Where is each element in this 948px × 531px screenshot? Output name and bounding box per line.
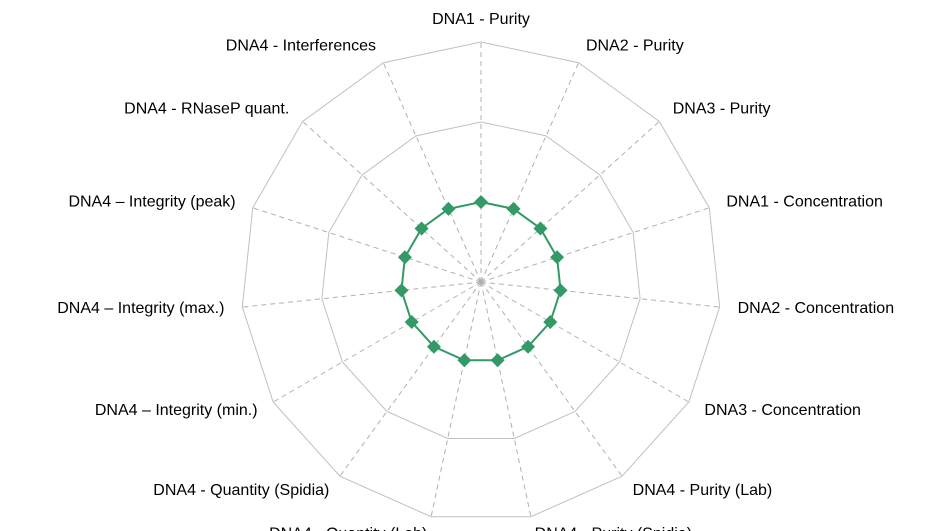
category-label: DNA4 - Interferences xyxy=(226,38,376,55)
data-marker xyxy=(521,339,536,354)
category-label: DNA4 - RNaseP quant. xyxy=(124,101,289,118)
category-label: DNA2 - Purity xyxy=(586,38,684,55)
axis-spoke xyxy=(430,281,482,517)
axis-spoke xyxy=(252,207,482,283)
axis-spoke xyxy=(480,281,690,403)
axis-spoke xyxy=(339,281,482,477)
grid-ring xyxy=(241,41,721,518)
axis-spoke xyxy=(480,62,580,283)
category-label: DNA4 - Purity (Spidia) xyxy=(535,526,692,531)
data-marker xyxy=(550,250,565,265)
data-marker xyxy=(533,221,548,236)
data-marker xyxy=(490,353,505,368)
axis-spoke xyxy=(302,121,482,283)
category-label: DNA4 – Integrity (peak) xyxy=(68,193,235,210)
category-label: DNA1 - Concentration xyxy=(726,193,883,210)
data-marker xyxy=(394,283,409,298)
axis-spoke xyxy=(480,281,532,517)
category-label: DNA3 - Concentration xyxy=(704,402,861,419)
category-label: DNA4 – Integrity (min.) xyxy=(95,402,258,419)
axis-spoke xyxy=(382,62,482,283)
category-label: DNA4 - Quantity (Spidia) xyxy=(153,482,329,499)
series-line xyxy=(400,200,562,362)
data-marker xyxy=(474,195,488,209)
category-label: DNA3 - Purity xyxy=(673,101,771,118)
data-marker xyxy=(426,339,441,354)
axis-spoke xyxy=(480,121,660,283)
data-marker xyxy=(543,315,558,329)
axis-spoke xyxy=(480,207,710,283)
axis-spoke xyxy=(480,281,623,477)
grid-ring xyxy=(321,121,641,440)
category-label: DNA1 - Purity xyxy=(432,11,530,28)
data-marker xyxy=(441,201,456,216)
axis-spoke xyxy=(480,281,720,308)
category-label: DNA4 – Integrity (max.) xyxy=(57,300,224,317)
data-marker xyxy=(553,283,568,298)
axis-spoke xyxy=(242,281,482,308)
data-marker xyxy=(457,353,472,368)
data-marker xyxy=(506,201,521,216)
category-label: DNA2 - Concentration xyxy=(738,300,895,317)
data-marker xyxy=(404,315,419,329)
axis-spoke xyxy=(272,281,482,403)
data-marker xyxy=(414,221,429,236)
category-label: DNA4 - Purity (Lab) xyxy=(633,482,773,499)
category-label: DNA4 - Quantity (Lab) xyxy=(269,526,427,531)
data-marker xyxy=(397,250,412,265)
